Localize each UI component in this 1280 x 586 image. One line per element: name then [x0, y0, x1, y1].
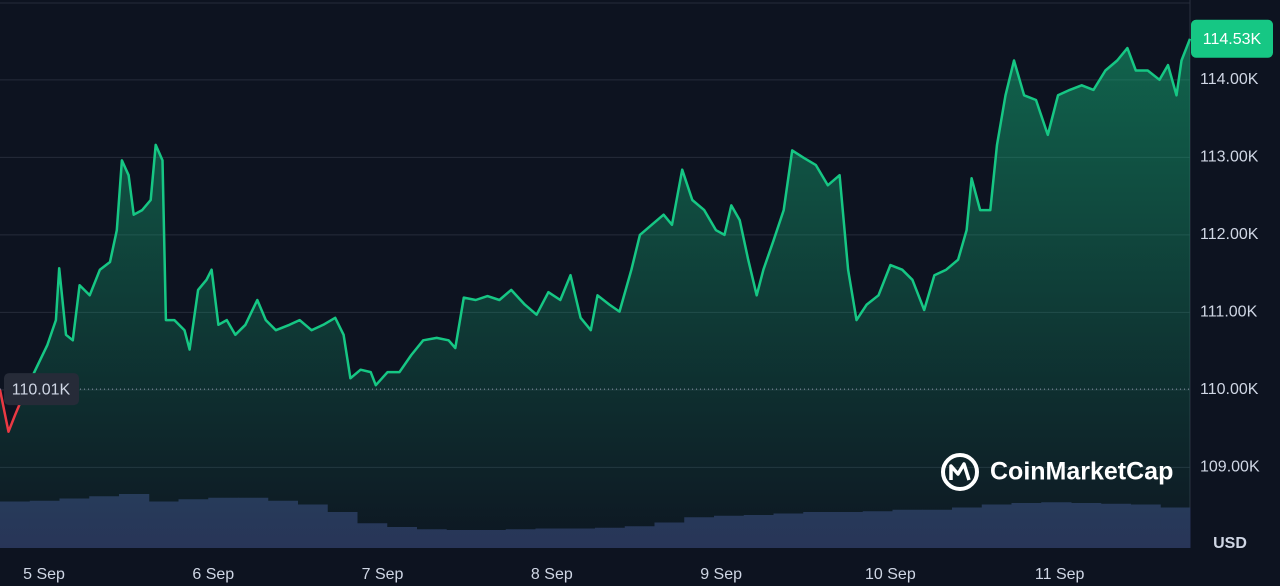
x-tick-label: 10 Sep — [865, 566, 916, 583]
logo-mark — [949, 462, 971, 481]
y-tick-label: 112.00K — [1200, 226, 1259, 243]
reference-label-box — [4, 373, 79, 406]
current-price-box — [1191, 19, 1273, 58]
x-tick-label: 8 Sep — [531, 566, 573, 583]
y-tick-label: 110.00K — [1200, 381, 1259, 398]
x-tick-label: 6 Sep — [192, 566, 234, 583]
x-tick-label: 5 Sep — [23, 566, 65, 583]
y-tick-label: 113.00K — [1200, 149, 1259, 166]
x-tick-label: 7 Sep — [362, 566, 404, 583]
reference-label: 110.01K — [12, 381, 71, 398]
y-tick-label: 111.00K — [1200, 304, 1258, 321]
watermark: CoinMarketCap — [941, 453, 1173, 491]
currency-label: USD — [1213, 535, 1247, 552]
price-line — [0, 38, 1192, 433]
x-tick-label: 11 Sep — [1035, 566, 1085, 583]
x-tick-label: 9 Sep — [700, 566, 742, 583]
watermark-text: CoinMarketCap — [990, 458, 1173, 486]
y-tick-label: 114.00K — [1200, 71, 1259, 88]
logo — [941, 453, 979, 491]
y-tick-label: 109.00K — [1200, 459, 1260, 476]
price-area — [0, 38, 1190, 549]
current-price-label: 114.53K — [1203, 31, 1262, 48]
